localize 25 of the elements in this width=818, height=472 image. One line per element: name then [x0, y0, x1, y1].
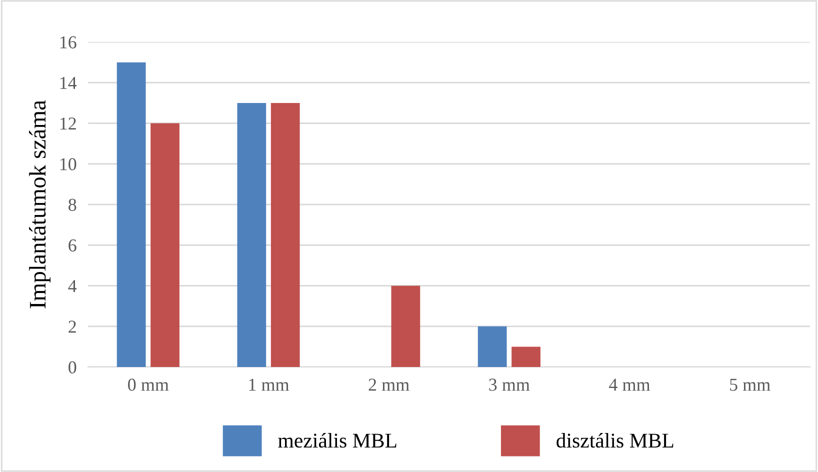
y-tick-label: 16 — [60, 36, 76, 48]
bar — [512, 346, 540, 367]
legend-label: meziális MBL — [278, 432, 396, 448]
y-tick-label: 12 — [60, 118, 76, 130]
bar — [150, 123, 180, 367]
x-tick-label: 1 mm — [249, 378, 290, 391]
y-tick-label: 8 — [68, 198, 76, 211]
x-tick-label: 2 mm — [368, 378, 410, 391]
y-tick-label: 4 — [68, 280, 77, 292]
y-tick-label: 2 — [68, 320, 76, 333]
y-tick-label: 10 — [60, 158, 76, 170]
x-tick-label: 0 mm — [128, 378, 169, 391]
y-tick-label: 14 — [60, 76, 77, 89]
y-axis-title: Implantátumok száma — [29, 100, 50, 308]
bar — [237, 102, 266, 367]
bar — [478, 326, 507, 367]
bar — [270, 102, 300, 367]
bar — [391, 286, 420, 367]
y-tick-label: 6 — [68, 239, 76, 252]
bar — [116, 62, 146, 367]
y-tick-label: 0 — [68, 361, 76, 374]
x-tick-label: 5 mm — [730, 378, 770, 391]
x-tick-label: 4 mm — [609, 378, 650, 391]
x-tick-label: 3 mm — [489, 378, 530, 391]
legend-label: disztális MBL — [556, 432, 674, 448]
